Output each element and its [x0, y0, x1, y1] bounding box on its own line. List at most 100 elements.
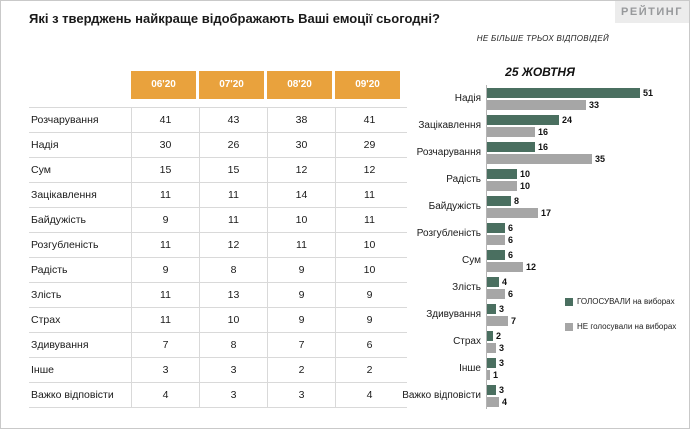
table-cell: 43: [199, 108, 267, 132]
bar-value-label: 33: [589, 99, 600, 110]
table-cell: 9: [131, 208, 199, 232]
table-row: Сум 15 15 12 12: [29, 158, 407, 183]
bar-not-voted: [487, 180, 517, 191]
table-column-header: 09'20: [335, 71, 400, 99]
table-row-label: Розгубленість: [31, 239, 99, 251]
table-cell: 11: [199, 208, 267, 232]
table-cell: 10: [335, 233, 403, 257]
table-cell: 4: [335, 383, 403, 407]
chart-category-row: Здивування 3 7: [399, 301, 685, 328]
bar-voted: [487, 168, 517, 179]
bar-value-label: 3: [499, 303, 505, 314]
bar-voted: [487, 384, 496, 395]
bar-value-label: 24: [562, 114, 573, 125]
bar-not-voted-line: 16: [487, 126, 685, 137]
table-cell: 3: [199, 358, 267, 382]
chart-category-label: Страх: [453, 336, 481, 347]
chart-category-row: Злість 4 6: [399, 274, 685, 301]
table-cell: 9: [335, 283, 403, 307]
table-row-label: Здивування: [31, 339, 89, 351]
bar-not-voted: [487, 126, 535, 137]
bar-voted: [487, 195, 511, 206]
chart-rows: Надія 51 33 Зацікавлення 24 16 Розчарування 16 3…: [399, 85, 685, 409]
bar-not-voted-line: 6: [487, 234, 685, 245]
chart-legend: ГОЛОСУВАЛИ на виборах НЕ голосували на в…: [565, 297, 685, 347]
chart-bar-group: 51 33: [486, 85, 685, 112]
table-cell: 30: [267, 133, 335, 157]
bar-voted-line: 3: [487, 384, 685, 395]
bar-value-label: 6: [508, 249, 514, 260]
table-cell: 12: [199, 233, 267, 257]
bar-value-label: 6: [508, 234, 514, 245]
bar-not-voted: [487, 288, 505, 299]
bar-voted-line: 6: [487, 222, 685, 233]
bar-not-voted: [487, 369, 490, 380]
table-cell: 3: [267, 383, 335, 407]
table-row: Здивування 7 8 7 6: [29, 333, 407, 358]
bar-not-voted-line: 7: [487, 315, 685, 326]
table-row-label: Розчарування: [31, 114, 99, 126]
table-cell: 15: [131, 158, 199, 182]
table-row-label: Злість: [31, 289, 62, 301]
table-cell: 9: [267, 308, 335, 332]
bar-value-label: 51: [643, 87, 654, 98]
bar-value-label: 17: [541, 207, 552, 218]
table-cell: 10: [199, 308, 267, 332]
table-cell: 11: [267, 233, 335, 257]
bar-voted: [487, 114, 559, 125]
bar-voted: [487, 249, 505, 260]
bar-voted-line: 24: [487, 114, 685, 125]
chart-category-row: Важко відповісти 3 4: [399, 382, 685, 409]
legend-item-notvoted: НЕ голосували на виборах: [565, 322, 685, 332]
bar-voted-line: 16: [487, 141, 685, 152]
page-title: Які з тверджень найкраще відображають Ва…: [29, 11, 440, 26]
bar-value-label: 1: [493, 369, 499, 380]
table-row: Важко відповісти 4 3 3 4: [29, 383, 407, 408]
bar-value-label: 6: [508, 222, 514, 233]
table-row: Байдужість 9 11 10 11: [29, 208, 407, 233]
table-cell: 41: [131, 108, 199, 132]
table-row: Надія 30 26 30 29: [29, 133, 407, 158]
chart-category-row: Зацікавлення 24 16: [399, 112, 685, 139]
bar-not-voted-line: 10: [487, 180, 685, 191]
table-cell: 10: [267, 208, 335, 232]
bar-not-voted-line: 4: [487, 396, 685, 407]
table-cell: 8: [199, 333, 267, 357]
table-row-label: Радість: [31, 264, 68, 276]
survey-note: НЕ БІЛЬШЕ ТРЬОХ ВІДПОВІДЕЙ: [476, 34, 609, 43]
chart-category-label: Зацікавлення: [418, 120, 481, 131]
table-cell: 10: [335, 258, 403, 282]
chart-category-row: Розчарування 16 35: [399, 139, 685, 166]
bar-value-label: 2: [496, 330, 502, 341]
bar-not-voted: [487, 261, 523, 272]
chart-title: 25 ЖОВТНЯ: [505, 65, 575, 79]
table-column-header: 08'20: [267, 71, 332, 99]
table-cell: 11: [131, 233, 199, 257]
chart-bar-group: 24 16: [486, 112, 685, 139]
table-cell: 41: [335, 108, 403, 132]
table-row-label: Байдужість: [31, 214, 86, 226]
bar-not-voted-line: 17: [487, 207, 685, 218]
bar-value-label: 3: [499, 342, 505, 353]
bar-voted: [487, 276, 499, 287]
bar-not-voted-line: 1: [487, 369, 685, 380]
table-row: Страх 11 10 9 9: [29, 308, 407, 333]
bar-not-voted: [487, 396, 499, 407]
bar-value-label: 4: [502, 276, 508, 287]
table-cell: 15: [199, 158, 267, 182]
table-cell: 13: [199, 283, 267, 307]
table-row-label: Страх: [31, 314, 61, 326]
bar-voted-line: 3: [487, 357, 685, 368]
bar-not-voted: [487, 207, 538, 218]
chart-category-row: Радість 10 10: [399, 166, 685, 193]
chart-bar-group: 10 10: [486, 166, 685, 193]
legend-label-voted: ГОЛОСУВАЛИ на виборах: [577, 297, 675, 306]
chart-category-label: Розчарування: [416, 147, 481, 158]
legend-swatch-voted: [565, 298, 573, 306]
chart-category-label: Байдужість: [428, 201, 481, 212]
table-cell: 9: [267, 283, 335, 307]
chart-category-label: Інше: [459, 363, 481, 374]
